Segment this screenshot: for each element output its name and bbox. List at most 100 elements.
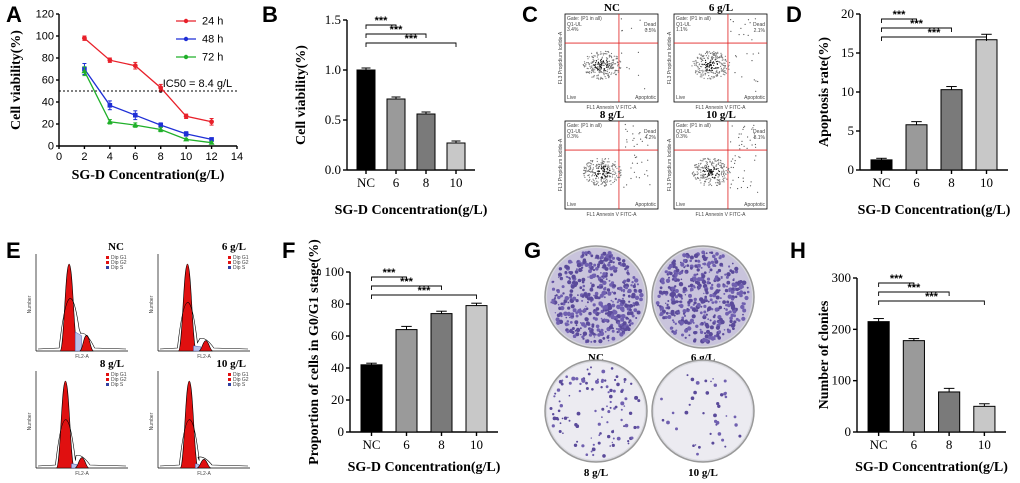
flow-gate-text: Gate: (P1 in all): [567, 16, 602, 22]
colony-dot: [681, 269, 684, 272]
significance-bracket: [371, 276, 407, 281]
cell-dot: [601, 176, 603, 178]
cell-dot: [597, 77, 599, 79]
cell-dot: [606, 176, 608, 178]
colony-dot: [690, 396, 695, 401]
colony-dot: [569, 289, 574, 293]
colony-dot: [604, 309, 608, 312]
colony-dot: [633, 425, 637, 430]
cell-dot: [602, 52, 604, 55]
cell-dot: [718, 170, 721, 173]
colony-dot: [555, 294, 558, 297]
significance-label: ***: [418, 285, 432, 297]
colony-dot: [609, 394, 613, 399]
colony-dot: [568, 394, 571, 397]
cell-dot: [601, 62, 603, 64]
cell-dot: [706, 163, 709, 166]
cell-dot: [605, 164, 607, 166]
cell-dot: [705, 69, 707, 71]
y-tick-label: 100: [832, 373, 852, 388]
cell-dot: [604, 181, 606, 183]
cell-dot: [737, 188, 739, 190]
colony-dot: [584, 307, 586, 310]
cycle-legend-swatch: [228, 383, 231, 386]
cell-dot: [716, 71, 718, 74]
cell-dot: [710, 52, 712, 55]
cell-dot: [725, 71, 727, 73]
cell-dot: [611, 176, 614, 178]
cell-dot: [721, 170, 723, 172]
colony-dot: [693, 253, 699, 258]
cell-dot: [591, 56, 593, 58]
colony-dot: [552, 416, 557, 421]
colony-dot: [639, 297, 643, 302]
bar-NC: [867, 321, 890, 433]
cell-dot: [711, 170, 713, 172]
cell-dot: [705, 181, 707, 183]
cell-dot: [725, 68, 728, 70]
cell-dot: [619, 176, 621, 178]
cell-dot: [720, 173, 723, 175]
panel-label-f: F: [282, 238, 295, 263]
colony-dot: [634, 301, 639, 306]
colony-dot: [690, 377, 695, 382]
cell-dot: [718, 170, 720, 172]
cycle-title: 8 g/L: [100, 358, 124, 370]
flow-frame: [673, 13, 768, 103]
colony-dot: [701, 250, 706, 255]
colony-dot: [559, 404, 563, 408]
colony-dot: [690, 266, 693, 270]
cell-dot: [717, 160, 719, 162]
cell-dot: [591, 66, 593, 69]
y-tick-label: 20: [331, 392, 344, 407]
cell-dot: [596, 158, 598, 160]
cycle-legend-label: Dip G2: [111, 260, 127, 266]
bar-6: [902, 340, 925, 433]
flow-live-label: Live: [676, 95, 685, 101]
cell-dot: [597, 177, 600, 179]
colony-dot: [630, 284, 633, 287]
significance-bracket: [878, 282, 915, 287]
panel-g-colony-plates: NC 6 g/L8 g/L 10 g/L: [544, 245, 755, 479]
colony-dot: [597, 422, 601, 426]
colony-dot: [595, 267, 599, 271]
cell-dot: [600, 61, 602, 63]
cell-dot: [704, 173, 707, 175]
cell-dot: [751, 39, 753, 41]
colony-dot: [617, 328, 621, 331]
colony-dot: [627, 442, 630, 445]
colony-dot: [611, 256, 616, 260]
cell-dot: [692, 173, 694, 175]
cycle-legend-swatch: [106, 378, 109, 381]
cell-dot: [586, 163, 588, 165]
colony-dot: [617, 257, 621, 262]
colony-dot: [668, 276, 670, 279]
cell-dot: [737, 176, 740, 179]
panel-label-g: G: [524, 238, 541, 263]
colony-label: 8 g/L: [584, 467, 608, 479]
cell-dot: [706, 69, 708, 71]
colony-dot: [681, 333, 684, 337]
colony-dot: [703, 271, 707, 275]
colony-dot: [612, 301, 614, 303]
cell-dot: [750, 181, 752, 183]
colony-dot: [671, 264, 673, 267]
cell-dot: [595, 62, 597, 64]
cell-dot: [704, 72, 706, 74]
cell-dot: [584, 172, 586, 174]
colony-dot: [615, 375, 619, 378]
colony-dot: [714, 277, 718, 281]
cell-dot: [724, 55, 727, 57]
colony-dot: [711, 283, 714, 287]
colony-dot: [604, 330, 607, 333]
colony-dot: [731, 262, 734, 265]
cell-dot: [715, 61, 718, 63]
cell-dot: [739, 156, 741, 159]
colony-dot: [689, 255, 694, 260]
cell-dot: [603, 69, 606, 71]
cell-dot: [626, 184, 628, 186]
cell-dot: [751, 128, 753, 130]
colony-dot: [564, 264, 569, 269]
cell-dot: [701, 177, 703, 179]
